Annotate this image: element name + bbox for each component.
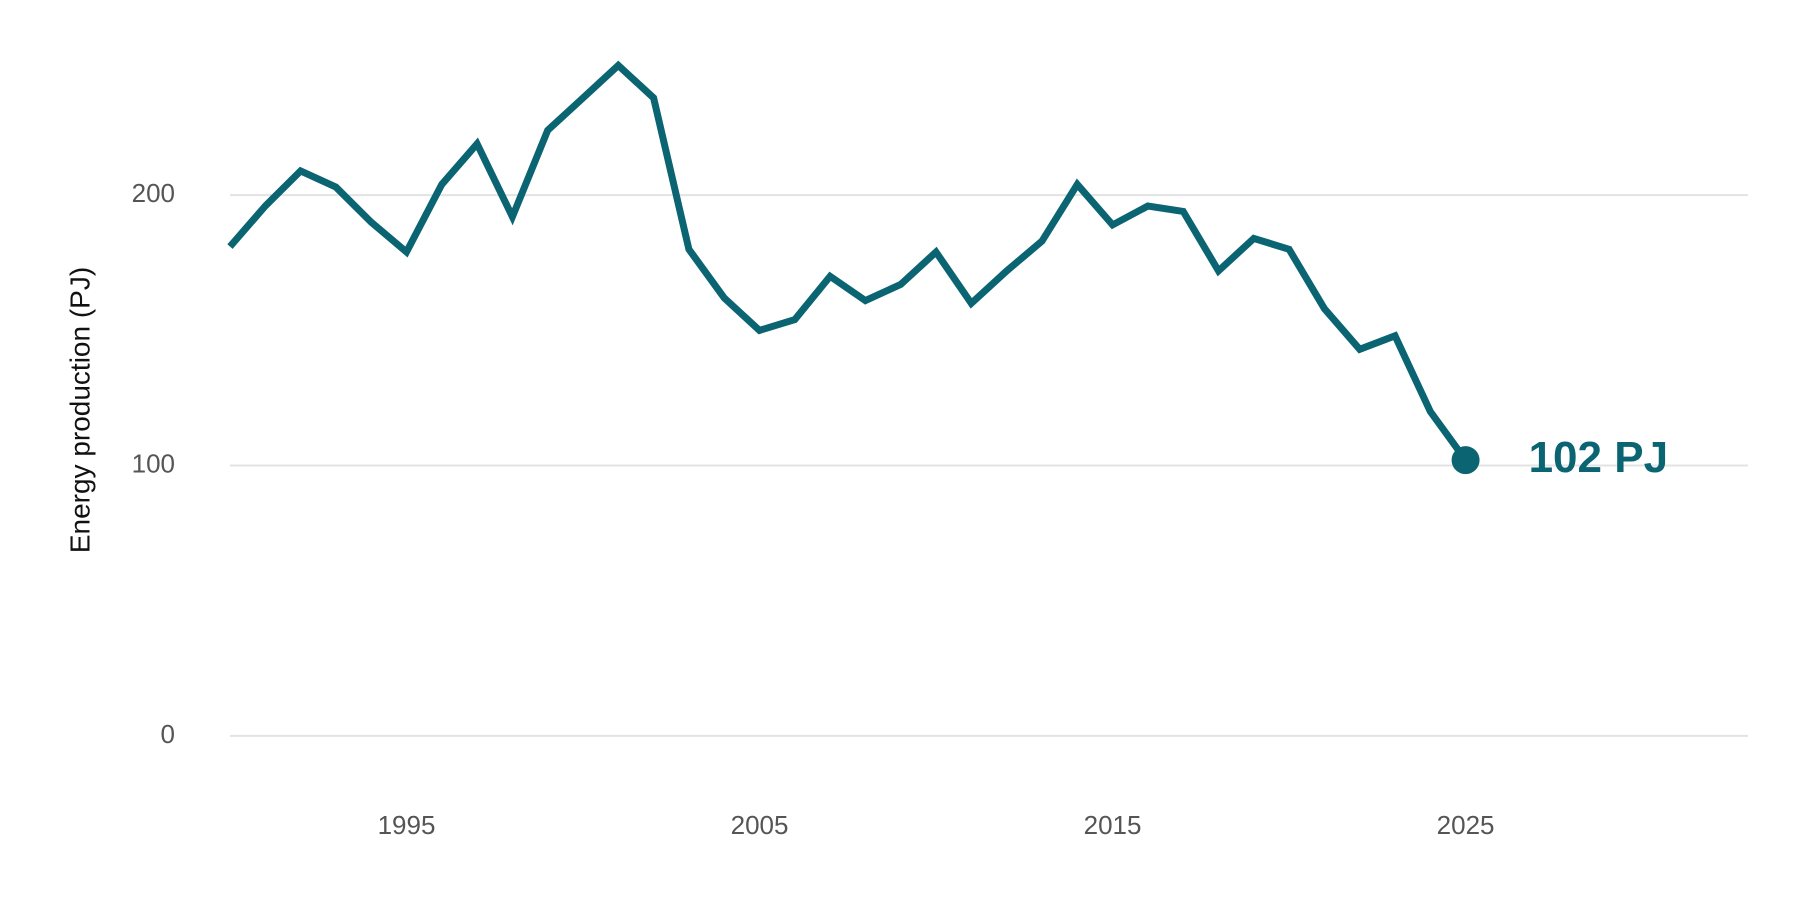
x-axis-ticks: 1995 2005 2015 2025 bbox=[378, 810, 1495, 840]
end-point-marker bbox=[1451, 446, 1480, 475]
end-value-label: 102 PJ bbox=[1529, 433, 1668, 482]
x-tick-label-2: 2015 bbox=[1084, 810, 1142, 840]
x-tick-label-0: 1995 bbox=[378, 810, 436, 840]
x-tick-label-3: 2025 bbox=[1437, 810, 1495, 840]
grid-lines bbox=[230, 194, 1748, 737]
y-tick-label-2: 200 bbox=[132, 178, 175, 208]
y-tick-label-1: 100 bbox=[132, 448, 175, 478]
series-line-0 bbox=[227, 60, 1469, 463]
x-tick-label-1: 2005 bbox=[731, 810, 789, 840]
y-axis-ticks: 0 100 200 bbox=[132, 178, 175, 749]
y-axis-label: Energy production (PJ) bbox=[64, 267, 95, 553]
y-tick-label-0: 0 bbox=[161, 719, 175, 749]
series-layer: 102 PJ bbox=[227, 60, 1668, 482]
